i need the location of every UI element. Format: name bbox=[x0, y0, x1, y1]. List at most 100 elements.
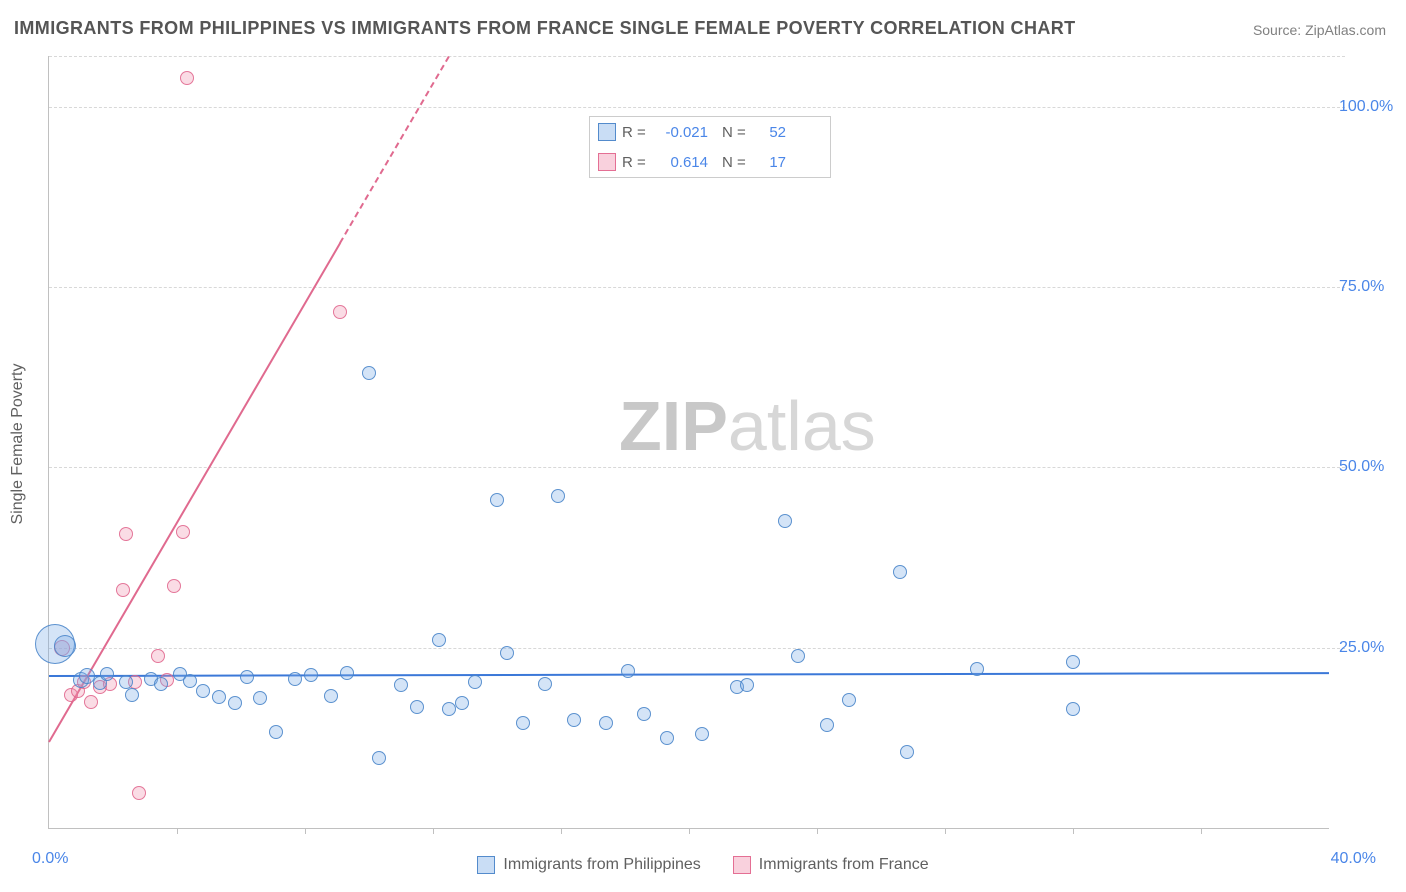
data-point bbox=[340, 666, 354, 680]
data-point bbox=[167, 579, 181, 593]
swatch-blue bbox=[598, 123, 616, 141]
data-point bbox=[54, 635, 76, 657]
x-tick bbox=[1073, 828, 1074, 834]
watermark: ZIPatlas bbox=[619, 386, 876, 466]
gridline-h bbox=[49, 467, 1345, 468]
data-point bbox=[180, 71, 194, 85]
y-tick-label: 75.0% bbox=[1339, 278, 1399, 296]
watermark-bold: ZIP bbox=[619, 387, 728, 465]
swatch-blue bbox=[477, 856, 495, 874]
data-point bbox=[842, 693, 856, 707]
data-point bbox=[240, 670, 254, 684]
legend-label-blue: Immigrants from Philippines bbox=[503, 856, 700, 874]
gridline-h bbox=[49, 56, 1345, 57]
r-value-blue: -0.021 bbox=[656, 124, 708, 141]
data-point bbox=[791, 649, 805, 663]
data-point bbox=[900, 745, 914, 759]
data-point bbox=[893, 565, 907, 579]
data-point bbox=[212, 690, 226, 704]
data-point bbox=[84, 695, 98, 709]
r-label: R = bbox=[622, 154, 650, 171]
data-point bbox=[269, 725, 283, 739]
gridline-h bbox=[49, 107, 1345, 108]
data-point bbox=[151, 649, 165, 663]
data-point bbox=[410, 700, 424, 714]
data-point bbox=[176, 525, 190, 539]
x-tick bbox=[945, 828, 946, 834]
data-point bbox=[500, 646, 514, 660]
legend-label-pink: Immigrants from France bbox=[759, 856, 929, 874]
gridline-h bbox=[49, 287, 1345, 288]
data-point bbox=[637, 707, 651, 721]
x-tick bbox=[689, 828, 690, 834]
series-legend: Immigrants from Philippines Immigrants f… bbox=[0, 856, 1406, 874]
watermark-light: atlas bbox=[728, 387, 876, 465]
source-value: ZipAtlas.com bbox=[1305, 22, 1386, 38]
n-label: N = bbox=[722, 154, 750, 171]
data-point bbox=[100, 667, 114, 681]
data-point bbox=[516, 716, 530, 730]
data-point bbox=[490, 493, 504, 507]
data-point bbox=[551, 489, 565, 503]
y-tick-label: 25.0% bbox=[1339, 639, 1399, 657]
plot-area: ZIPatlas R = -0.021 N = 52 R = 0.614 N =… bbox=[48, 56, 1329, 829]
x-tick bbox=[177, 828, 178, 834]
data-point bbox=[125, 688, 139, 702]
swatch-pink bbox=[733, 856, 751, 874]
data-point bbox=[394, 678, 408, 692]
swatch-pink bbox=[598, 153, 616, 171]
trend-line-extrapolated bbox=[339, 56, 450, 243]
data-point bbox=[253, 691, 267, 705]
x-tick bbox=[433, 828, 434, 834]
legend-item-france: Immigrants from France bbox=[733, 856, 929, 874]
data-point bbox=[228, 696, 242, 710]
source-attribution: Source: ZipAtlas.com bbox=[1253, 22, 1386, 38]
data-point bbox=[324, 689, 338, 703]
data-point bbox=[599, 716, 613, 730]
data-point bbox=[660, 731, 674, 745]
n-label: N = bbox=[722, 124, 750, 141]
y-tick-label: 50.0% bbox=[1339, 458, 1399, 476]
x-tick bbox=[1201, 828, 1202, 834]
correlation-legend: R = -0.021 N = 52 R = 0.614 N = 17 bbox=[589, 116, 831, 178]
gridline-h bbox=[49, 648, 1345, 649]
data-point bbox=[621, 664, 635, 678]
data-point bbox=[333, 305, 347, 319]
y-tick-label: 100.0% bbox=[1339, 98, 1399, 116]
data-point bbox=[455, 696, 469, 710]
source-label: Source: bbox=[1253, 22, 1305, 38]
data-point bbox=[154, 677, 168, 691]
data-point bbox=[288, 672, 302, 686]
data-point bbox=[740, 678, 754, 692]
n-value-blue: 52 bbox=[756, 124, 786, 141]
data-point bbox=[970, 662, 984, 676]
data-point bbox=[362, 366, 376, 380]
legend-item-philippines: Immigrants from Philippines bbox=[477, 856, 700, 874]
data-point bbox=[196, 684, 210, 698]
x-tick bbox=[817, 828, 818, 834]
data-point bbox=[432, 633, 446, 647]
r-value-pink: 0.614 bbox=[656, 154, 708, 171]
data-point bbox=[778, 514, 792, 528]
legend-row-blue: R = -0.021 N = 52 bbox=[590, 117, 830, 147]
data-point bbox=[1066, 702, 1080, 716]
chart-container: IMMIGRANTS FROM PHILIPPINES VS IMMIGRANT… bbox=[0, 0, 1406, 892]
data-point bbox=[304, 668, 318, 682]
y-axis-title: Single Female Poverty bbox=[9, 364, 27, 525]
data-point bbox=[116, 583, 130, 597]
data-point bbox=[1066, 655, 1080, 669]
data-point bbox=[132, 786, 146, 800]
data-point bbox=[183, 674, 197, 688]
data-point bbox=[820, 718, 834, 732]
x-tick bbox=[305, 828, 306, 834]
legend-row-pink: R = 0.614 N = 17 bbox=[590, 147, 830, 177]
data-point bbox=[538, 677, 552, 691]
n-value-pink: 17 bbox=[756, 154, 786, 171]
trend-line bbox=[48, 243, 341, 743]
data-point bbox=[695, 727, 709, 741]
data-point bbox=[372, 751, 386, 765]
chart-title: IMMIGRANTS FROM PHILIPPINES VS IMMIGRANT… bbox=[14, 18, 1076, 39]
data-point bbox=[468, 675, 482, 689]
r-label: R = bbox=[622, 124, 650, 141]
data-point bbox=[567, 713, 581, 727]
